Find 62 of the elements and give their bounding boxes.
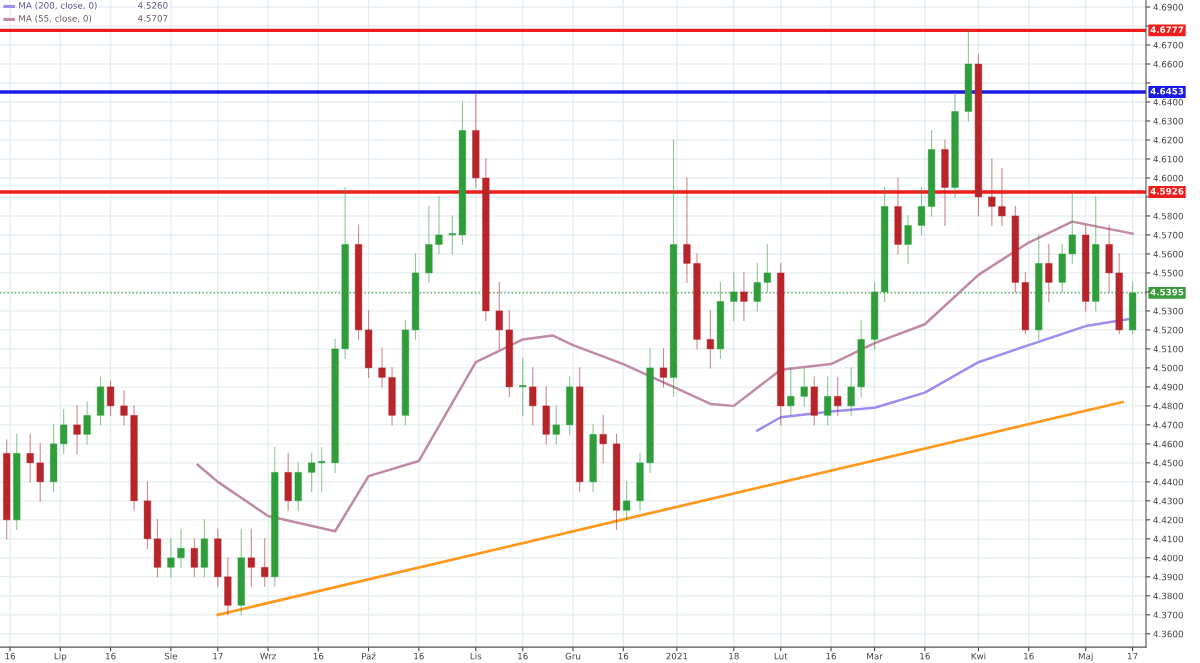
ref-line-label: 4.6453 <box>1150 87 1184 95</box>
x-tick-label: Lip <box>54 652 67 662</box>
x-tick-label: Paź <box>362 652 376 660</box>
x-tick-label: 17 <box>1127 652 1138 660</box>
x-tick-label: 16 <box>414 652 424 660</box>
y-tick-label: 4.3600 <box>1153 630 1183 638</box>
annotation: 4.5707 <box>137 15 168 22</box>
x-tick-label: Kwi <box>971 652 986 660</box>
x-tick-label: 16 <box>618 652 629 660</box>
legend-label: MA (200, close, 0) <box>19 1 97 10</box>
y-tick-label: 4.5000 <box>1153 364 1183 372</box>
x-tick-label: Mar <box>867 652 883 660</box>
y-tick-label: 4.5100 <box>1153 345 1183 353</box>
ref-line-label: 4.6777 <box>1150 26 1184 33</box>
y-tick-label: 4.5700 <box>1153 231 1183 239</box>
x-tick-label: 18 <box>729 652 739 660</box>
y-tick-label: 4.6400 <box>1153 98 1183 106</box>
x-tick-label: 2021 <box>666 652 688 660</box>
x-tick-label: 16 <box>1024 652 1034 660</box>
x-tick-label: Lis <box>470 652 482 660</box>
x-tick-label: Lut <box>774 652 788 660</box>
y-tick-label: 4.4800 <box>1153 402 1183 410</box>
y-tick-label: 4.5500 <box>1153 269 1183 277</box>
y-tick-label: 4.6300 <box>1153 117 1183 125</box>
x-tick-label: 16 <box>920 652 930 660</box>
x-tick-label: Wrz <box>260 652 276 660</box>
y-tick-label: 4.6600 <box>1153 60 1183 68</box>
y-tick-label: 4.3900 <box>1153 573 1183 581</box>
y-tick-label: 4.3700 <box>1153 611 1183 619</box>
x-tick-label: 16 <box>5 652 16 660</box>
y-tick-label: 4.4300 <box>1153 497 1183 505</box>
x-tick-label: 16 <box>313 652 324 660</box>
y-tick-label: 4.5800 <box>1153 212 1183 220</box>
x-tick-label: Sie <box>164 652 178 660</box>
ref-line-label: 4.5926 <box>1150 187 1184 195</box>
y-tick-label: 4.4100 <box>1153 535 1183 543</box>
x-tick-label: Gru <box>565 652 581 660</box>
y-tick-label: 4.6000 <box>1153 174 1183 182</box>
y-tick-label: 4.5300 <box>1153 307 1183 315</box>
y-tick-label: 4.5200 <box>1153 326 1183 334</box>
y-tick-label: 4.3800 <box>1153 592 1183 600</box>
x-tick-label: 16 <box>105 652 116 660</box>
y-tick-label: 4.6900 <box>1153 3 1183 11</box>
x-tick-label: Maj <box>1078 652 1093 662</box>
legend-label: MA (55, close, 0) <box>19 14 92 23</box>
y-tick-label: 4.4000 <box>1153 554 1183 562</box>
x-tick-label: 17 <box>213 652 223 660</box>
y-tick-label: 4.5600 <box>1153 250 1183 258</box>
y-tick-label: 4.4500 <box>1153 459 1183 467</box>
y-tick-label: 4.6200 <box>1153 136 1183 144</box>
y-tick-label: 4.6100 <box>1153 155 1183 163</box>
y-tick-label: 4.4900 <box>1153 383 1183 391</box>
line-series <box>196 220 1134 533</box>
ref-line-label: 4.5395 <box>1150 288 1184 296</box>
y-tick-label: 4.4200 <box>1153 516 1183 524</box>
y-tick-label: 4.6700 <box>1153 41 1183 49</box>
x-tick-label: 16 <box>826 652 837 660</box>
y-tick-label: 4.4600 <box>1153 440 1183 448</box>
annotation: 4.5260 <box>137 2 168 9</box>
x-tick-label: 16 <box>518 652 528 660</box>
y-tick-label: 4.4400 <box>1153 478 1183 486</box>
y-tick-label: 4.4700 <box>1153 421 1183 429</box>
